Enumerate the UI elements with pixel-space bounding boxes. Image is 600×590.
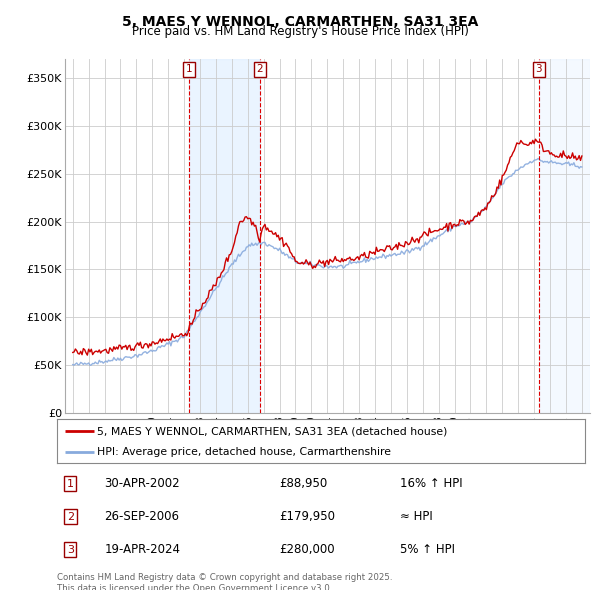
Text: 30-APR-2002: 30-APR-2002 — [104, 477, 180, 490]
Bar — [539, 59, 590, 413]
Text: HPI: Average price, detached house, Carmarthenshire: HPI: Average price, detached house, Carm… — [97, 447, 391, 457]
Text: £280,000: £280,000 — [279, 543, 334, 556]
Text: 1: 1 — [186, 64, 193, 74]
Text: 16% ↑ HPI: 16% ↑ HPI — [400, 477, 463, 490]
Text: £88,950: £88,950 — [279, 477, 327, 490]
Text: 3: 3 — [536, 64, 542, 74]
Text: 19-APR-2024: 19-APR-2024 — [104, 543, 181, 556]
Text: 3: 3 — [67, 545, 74, 555]
Text: Contains HM Land Registry data © Crown copyright and database right 2025.
This d: Contains HM Land Registry data © Crown c… — [57, 573, 392, 590]
Text: 5% ↑ HPI: 5% ↑ HPI — [400, 543, 455, 556]
Text: 1: 1 — [67, 478, 74, 489]
Text: 5, MAES Y WENNOL, CARMARTHEN, SA31 3EA (detached house): 5, MAES Y WENNOL, CARMARTHEN, SA31 3EA (… — [97, 427, 447, 436]
Bar — [190, 59, 260, 413]
Bar — [539, 59, 590, 413]
Text: 2: 2 — [256, 64, 263, 74]
Text: 2: 2 — [67, 512, 74, 522]
Text: Price paid vs. HM Land Registry's House Price Index (HPI): Price paid vs. HM Land Registry's House … — [131, 25, 469, 38]
Text: 26-SEP-2006: 26-SEP-2006 — [104, 510, 179, 523]
Text: 5, MAES Y WENNOL, CARMARTHEN, SA31 3EA: 5, MAES Y WENNOL, CARMARTHEN, SA31 3EA — [122, 15, 478, 29]
Text: £179,950: £179,950 — [279, 510, 335, 523]
Text: ≈ HPI: ≈ HPI — [400, 510, 433, 523]
